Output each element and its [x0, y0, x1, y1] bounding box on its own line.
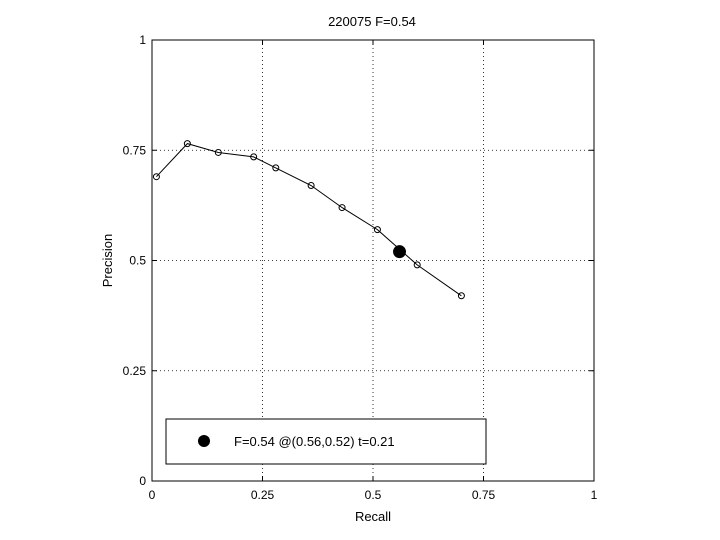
x-tick-labels: 0 0.25 0.5 0.75 1 [149, 488, 598, 502]
data-point [307, 182, 315, 190]
data-point [152, 173, 160, 181]
data-point [457, 292, 465, 300]
data-point [183, 140, 191, 148]
legend-box [165, 418, 487, 465]
legend: F=0.54 @(0.56,0.52) t=0.21 [165, 418, 487, 465]
data-point [250, 153, 258, 161]
x-tick-label: 0.5 [365, 488, 382, 502]
legend-label: F=0.54 @(0.56,0.52) t=0.21 [234, 434, 395, 449]
grid-lines [152, 40, 594, 481]
y-tick-label: 0 [139, 474, 146, 488]
plot-frame [151, 39, 595, 482]
x-tick-label: 1 [591, 488, 598, 502]
x-tick-label: 0.75 [472, 488, 496, 502]
y-tick-label: 0.5 [129, 254, 146, 268]
y-tick-label: 1 [139, 33, 146, 47]
data-point [373, 226, 381, 234]
x-axis-title: Recall [355, 509, 391, 524]
chart-title: 220075 F=0.54 [328, 14, 416, 29]
data-point [413, 261, 421, 269]
y-tick-label: 0.75 [123, 143, 147, 157]
data-point [214, 148, 222, 156]
data-point [338, 204, 346, 212]
highlight-layer [393, 245, 407, 259]
y-tick-labels: 0 0.25 0.5 0.75 1 [123, 33, 147, 488]
legend-marker [198, 435, 210, 447]
x-tick-label: 0.25 [251, 488, 275, 502]
y-tick-label: 0.25 [123, 364, 147, 378]
data-point [272, 164, 280, 172]
y-axis-title: Precision [100, 234, 115, 287]
best-f-point [393, 245, 407, 259]
x-tick-label: 0 [149, 488, 156, 502]
